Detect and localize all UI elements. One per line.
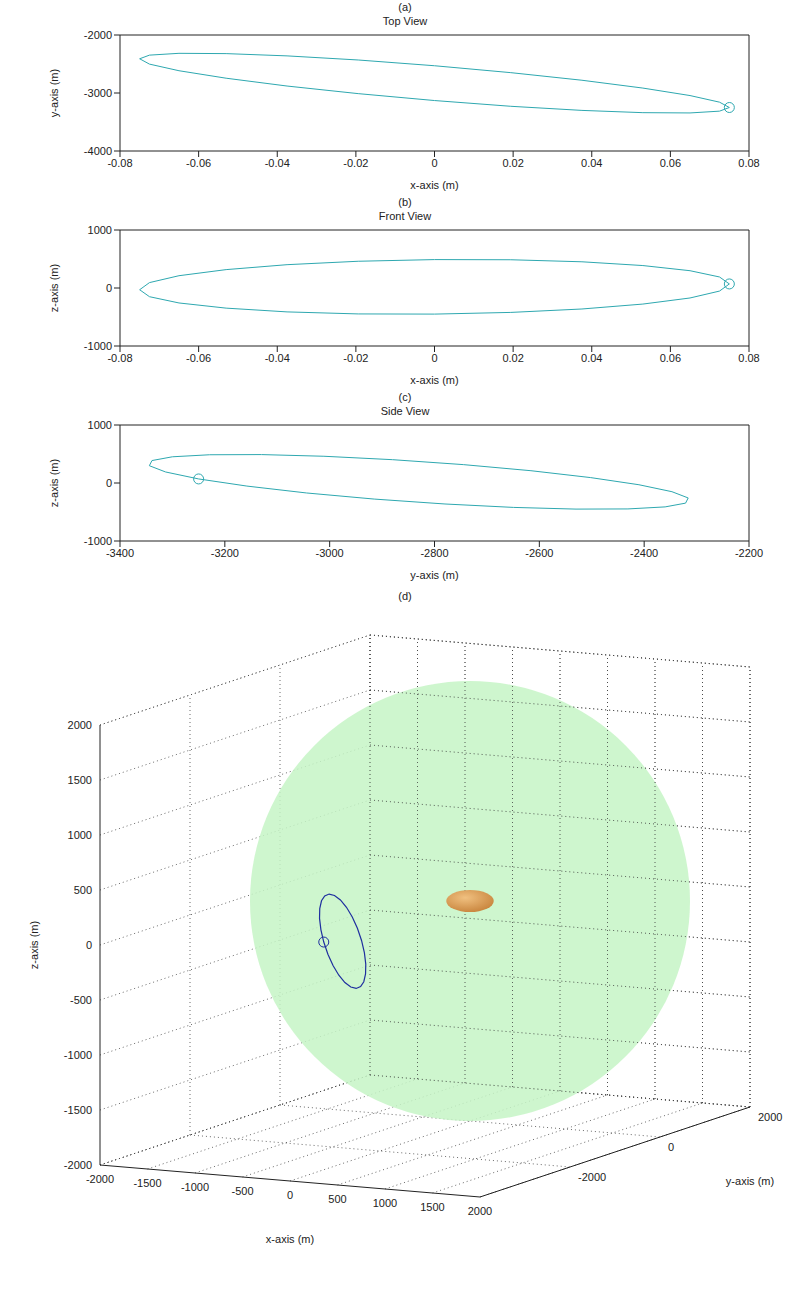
- svg-text:0: 0: [106, 477, 112, 489]
- svg-text:-2000: -2000: [578, 1171, 606, 1183]
- svg-text:-0.04: -0.04: [265, 352, 290, 364]
- html-text:(d): (d): [398, 590, 412, 602]
- html-text:Front View: Front View: [378, 210, 432, 222]
- svg-text:1500: 1500: [68, 774, 92, 786]
- svg-text:0: 0: [106, 282, 112, 294]
- svg-text:-0.02: -0.02: [343, 352, 368, 364]
- svg-text:-2000: -2000: [84, 30, 112, 41]
- svg-text:-0.06: -0.06: [186, 157, 211, 169]
- svg-text:z-axis (m): z-axis (m): [48, 264, 60, 312]
- svg-text:0: 0: [668, 1141, 674, 1153]
- svg-text:0.04: 0.04: [581, 352, 602, 364]
- html-text:Side View: Side View: [380, 405, 430, 417]
- svg-text:y-axis (m): y-axis (m): [726, 1175, 774, 1187]
- svg-text:z-axis (m): z-axis (m): [28, 921, 40, 969]
- svg-text:0.04: 0.04: [581, 157, 602, 169]
- svg-text:0: 0: [86, 939, 92, 951]
- svg-text:-1000: -1000: [64, 1049, 92, 1061]
- svg-text:2000: 2000: [68, 719, 92, 731]
- svg-text:-500: -500: [70, 994, 92, 1006]
- svg-text:-2400: -2400: [630, 547, 658, 559]
- svg-text:0.06: 0.06: [660, 352, 681, 364]
- svg-text:0.06: 0.06: [660, 157, 681, 169]
- svg-text:-3000: -3000: [84, 87, 112, 99]
- svg-text:-4000: -4000: [84, 145, 112, 157]
- svg-text:-2800: -2800: [420, 547, 448, 559]
- html-text:Top View: Top View: [382, 15, 428, 27]
- svg-text:1000: 1000: [88, 225, 112, 236]
- svg-text:x-axis (m): x-axis (m): [410, 374, 458, 386]
- svg-text:2000: 2000: [758, 1111, 782, 1123]
- svg-text:0: 0: [287, 1189, 293, 1201]
- svg-text:-3000: -3000: [316, 547, 344, 559]
- svg-text:-3400: -3400: [106, 547, 134, 559]
- svg-text:1500: 1500: [420, 1201, 444, 1213]
- svg-text:-0.08: -0.08: [107, 352, 132, 364]
- svg-text:-2200: -2200: [735, 547, 763, 559]
- svg-text:-1000: -1000: [181, 1181, 209, 1193]
- svg-text:-0.08: -0.08: [107, 157, 132, 169]
- svg-text:500: 500: [74, 884, 92, 896]
- html-text:(a): (a): [398, 1, 412, 13]
- svg-text:-0.04: -0.04: [265, 157, 290, 169]
- svg-text:x-axis (m): x-axis (m): [266, 1233, 314, 1245]
- svg-text:0.02: 0.02: [502, 352, 523, 364]
- svg-text:-1500: -1500: [64, 1104, 92, 1116]
- svg-text:y-axis (m): y-axis (m): [410, 569, 458, 581]
- svg-text:0: 0: [431, 352, 437, 364]
- svg-text:0: 0: [431, 157, 437, 169]
- svg-text:0.02: 0.02: [502, 157, 523, 169]
- svg-text:-1500: -1500: [133, 1177, 161, 1189]
- svg-text:x-axis (m): x-axis (m): [410, 179, 458, 191]
- svg-text:0.08: 0.08: [738, 157, 759, 169]
- html-text:(c): (c): [398, 391, 412, 403]
- svg-text:2000: 2000: [468, 1205, 492, 1217]
- svg-text:-1000: -1000: [84, 535, 112, 547]
- svg-text:-1000: -1000: [84, 340, 112, 352]
- svg-text:y-axis (m): y-axis (m): [48, 69, 60, 117]
- svg-text:-3200: -3200: [211, 547, 239, 559]
- html-text:(b): (b): [398, 196, 412, 208]
- svg-text:-0.06: -0.06: [186, 352, 211, 364]
- svg-text:-500: -500: [231, 1185, 253, 1197]
- svg-text:1000: 1000: [68, 829, 92, 841]
- svg-text:z-axis (m): z-axis (m): [48, 459, 60, 507]
- svg-text:-2000: -2000: [64, 1159, 92, 1171]
- svg-text:-2600: -2600: [525, 547, 553, 559]
- svg-text:1000: 1000: [88, 420, 112, 431]
- svg-text:1000: 1000: [373, 1197, 397, 1209]
- svg-text:-0.02: -0.02: [343, 157, 368, 169]
- svg-text:500: 500: [328, 1193, 346, 1205]
- svg-text:0.08: 0.08: [738, 352, 759, 364]
- svg-text:-2000: -2000: [86, 1173, 114, 1185]
